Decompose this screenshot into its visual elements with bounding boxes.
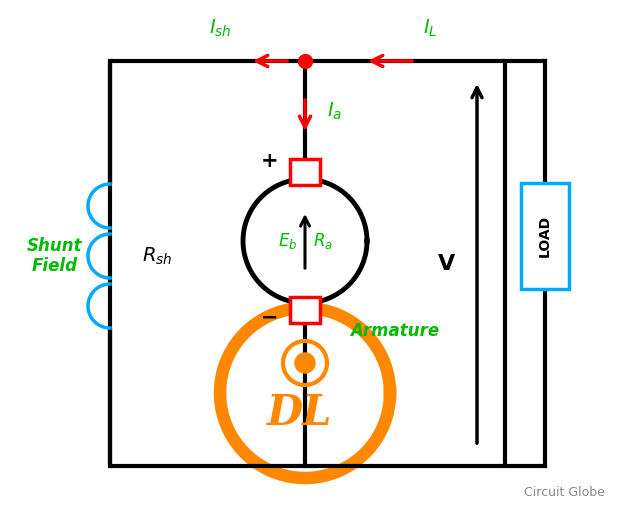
Text: Armature: Armature: [350, 322, 439, 340]
Text: $I_a$: $I_a$: [327, 100, 342, 122]
Text: V: V: [438, 253, 455, 273]
Text: +: +: [261, 151, 279, 171]
Text: Circuit Globe: Circuit Globe: [524, 486, 605, 499]
Text: $R_{sh}$: $R_{sh}$: [142, 245, 172, 267]
Text: Shunt
Field: Shunt Field: [27, 237, 83, 275]
Circle shape: [295, 353, 315, 373]
Bar: [290, 159, 320, 185]
Text: $R_a$: $R_a$: [313, 231, 333, 251]
Text: $E_b$: $E_b$: [278, 231, 297, 251]
Bar: [521, 183, 569, 289]
Text: DL: DL: [267, 392, 332, 434]
Bar: [290, 297, 320, 323]
Text: $I_L$: $I_L$: [423, 18, 437, 39]
Text: LOAD: LOAD: [538, 215, 552, 257]
Text: −: −: [261, 308, 279, 328]
Text: $I_{sh}$: $I_{sh}$: [209, 18, 232, 39]
